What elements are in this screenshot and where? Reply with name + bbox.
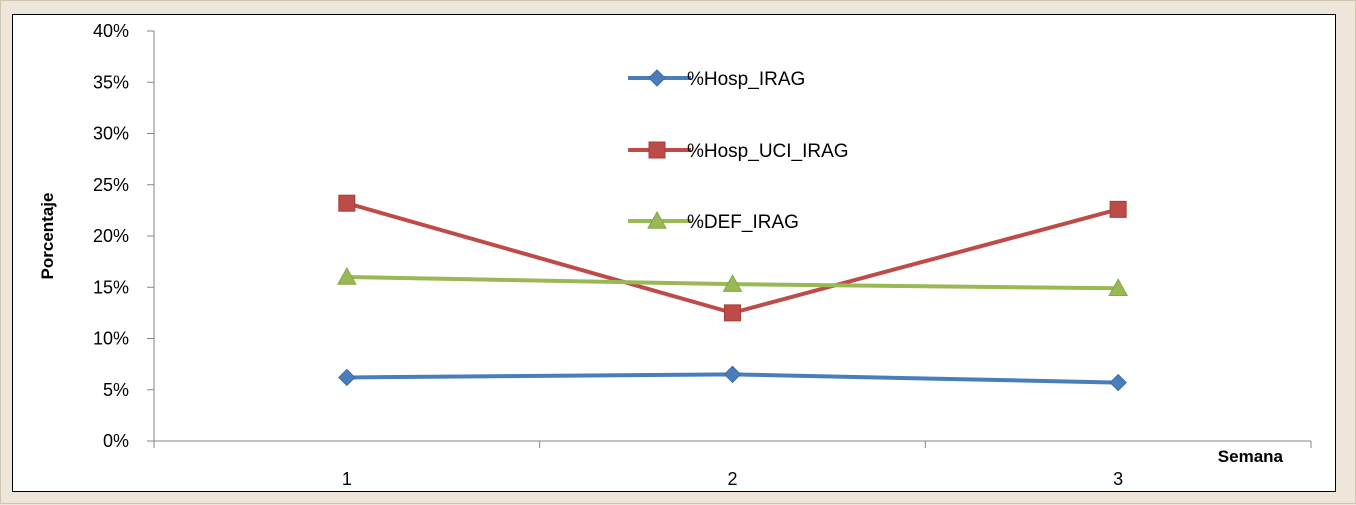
- data-point: [723, 365, 742, 384]
- series-layer: [336, 194, 1129, 392]
- y-tick-label: 25%: [93, 175, 129, 195]
- legend-item-1: %Hosp_UCI_IRAG: [628, 141, 849, 162]
- legend-label: %Hosp_IRAG: [687, 69, 805, 90]
- legend-item-0: %Hosp_IRAG: [628, 69, 805, 90]
- chart-area: [12, 14, 1336, 492]
- legend-marker: [648, 141, 666, 159]
- y-tick-label: 30%: [93, 124, 129, 144]
- data-point: [338, 194, 356, 212]
- y-tick-label: 15%: [93, 277, 129, 297]
- y-tick-label: 35%: [93, 72, 129, 92]
- series-1: [338, 194, 1127, 322]
- y-tick-label: 20%: [93, 226, 129, 246]
- legend: %Hosp_IRAG %Hosp_UCI_IRAG %DEF_IRAG: [628, 69, 849, 233]
- series-2: [336, 266, 1129, 296]
- data-point: [1109, 373, 1127, 392]
- x-tick-label: 3: [1113, 469, 1123, 489]
- y-tick-label: 0%: [103, 431, 129, 451]
- data-point: [1108, 278, 1129, 296]
- legend-label: %DEF_IRAG: [687, 212, 799, 233]
- y-tick-label: 10%: [93, 329, 129, 349]
- x-axis-title: Semana: [1218, 447, 1284, 466]
- y-tick-label: 40%: [93, 21, 129, 41]
- y-axis-title: Porcentaje: [38, 193, 57, 280]
- data-point: [1109, 200, 1127, 218]
- legend-label: %Hosp_UCI_IRAG: [687, 141, 849, 162]
- legend-item-2: %DEF_IRAG: [628, 210, 799, 233]
- data-point: [338, 368, 356, 387]
- data-point: [722, 274, 743, 292]
- data-point: [336, 266, 357, 285]
- x-tick-label: 2: [727, 469, 737, 489]
- data-point: [724, 304, 741, 322]
- legend-marker: [647, 210, 667, 229]
- series-0: [338, 365, 1127, 392]
- x-tick-label: 1: [342, 469, 352, 489]
- axes: 0% 5% 10% 15% 20% 25% 30% 35% 40% 1 2 3: [93, 21, 1312, 489]
- legend-marker: [648, 69, 666, 87]
- y-tick-label: 5%: [103, 380, 129, 400]
